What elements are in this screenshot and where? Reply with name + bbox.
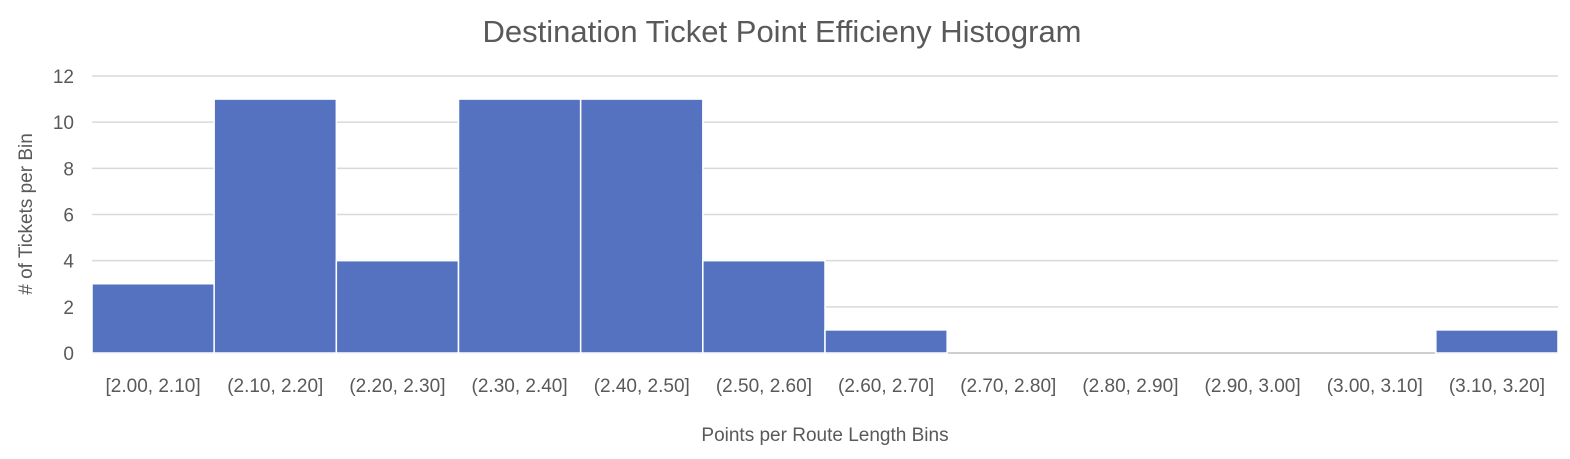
x-tick-label: (2.60, 2.70] — [838, 376, 934, 397]
histogram-bar — [579, 98, 704, 354]
x-tick-label: (3.00, 3.10] — [1327, 376, 1423, 397]
histogram-bar — [824, 329, 948, 354]
x-tick-label: (2.70, 2.80] — [960, 376, 1056, 397]
x-tick-label: (2.10, 2.20] — [227, 376, 323, 397]
bars — [91, 98, 1559, 354]
y-axis-title: # of Tickets per Bin — [16, 133, 37, 295]
x-tick-label: (2.80, 2.90] — [1082, 376, 1178, 397]
y-tick-label: 8 — [63, 159, 74, 180]
x-tick-label: [2.00, 2.10] — [106, 376, 201, 397]
y-tick-label: 10 — [53, 113, 74, 134]
histogram-bar — [335, 259, 460, 354]
x-tick-labels: [2.00, 2.10] (2.10, 2.20] (2.20, 2.30] (2.3… — [106, 376, 1545, 397]
x-tick-label: (2.30, 2.40] — [472, 376, 568, 397]
x-tick-label: (2.40, 2.50] — [594, 376, 690, 397]
x-tick-label: (2.50, 2.60] — [716, 376, 812, 397]
y-tick-label: 6 — [63, 206, 74, 227]
x-tick-label: (3.10, 3.20] — [1449, 376, 1545, 397]
x-axis-title: Points per Route Length Bins — [701, 425, 948, 446]
y-tick-labels: 0 2 4 6 8 10 12 — [53, 67, 75, 365]
x-tick-label: (2.90, 3.00] — [1205, 376, 1301, 397]
histogram-bar — [457, 98, 582, 354]
histogram-bar — [213, 98, 338, 354]
chart-title: Destination Ticket Point Efficieny Histo… — [482, 14, 1081, 49]
histogram-bar — [702, 259, 826, 354]
y-tick-label: 4 — [63, 252, 74, 273]
histogram-bar — [91, 283, 215, 354]
y-tick-label: 0 — [63, 344, 74, 365]
histogram-bar — [1435, 329, 1559, 354]
x-tick-label: (2.20, 2.30] — [349, 376, 445, 397]
y-tick-label: 12 — [53, 67, 74, 88]
y-tick-label: 2 — [63, 298, 74, 319]
